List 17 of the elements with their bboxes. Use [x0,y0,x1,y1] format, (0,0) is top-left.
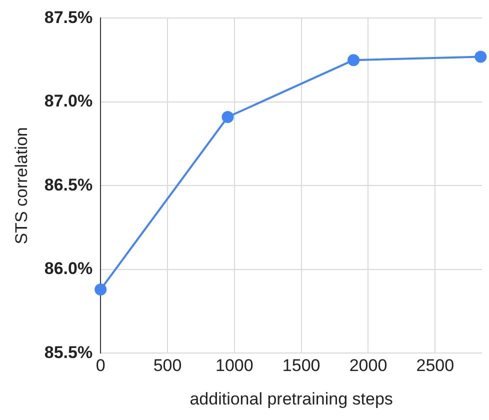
y-tick-label: 87.0% [44,92,93,111]
x-tick-label: 500 [153,356,182,376]
point [94,284,107,296]
y-tick-label: 86.5% [44,175,93,194]
y-tick-label: 85.5% [44,342,93,362]
x-tick-label: 1500 [282,356,320,376]
x-tick-label: 2500 [416,356,454,376]
y-tick-label: 87.5% [44,8,93,27]
point [222,111,234,124]
y-tick-label: 86.0% [44,259,93,278]
y-axis-title: STS correlation [12,127,31,244]
x-tick-label: 2000 [349,356,388,376]
point [348,54,360,66]
x-axis-title: additional pretraining steps [190,389,393,408]
point [474,50,487,63]
x-tick-label: 0 [96,356,106,376]
x-tick-label: 1000 [216,356,254,376]
